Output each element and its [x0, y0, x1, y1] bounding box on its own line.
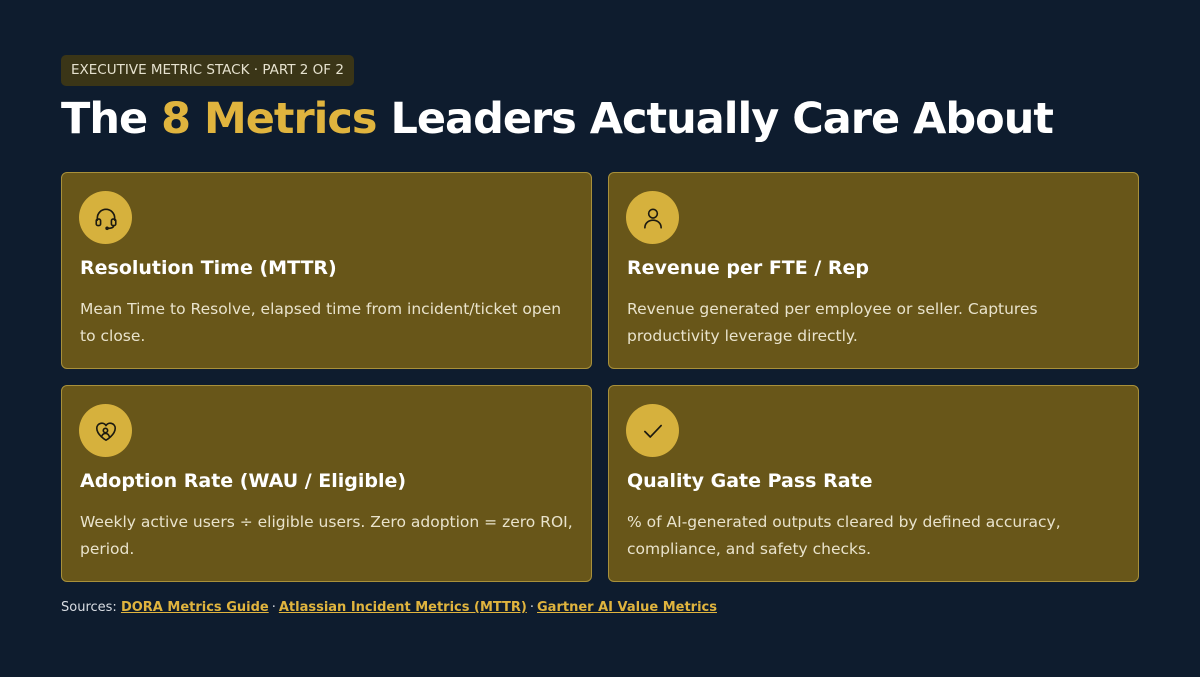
source-separator: ·	[271, 600, 276, 615]
metric-card-resolution-time: Resolution Time (MTTR) Mean Time to Reso…	[61, 172, 592, 369]
user-icon	[626, 191, 679, 244]
card-description: Revenue generated per employee or seller…	[627, 300, 1038, 345]
card-description: Weekly active users ÷ eligible users. Ze…	[80, 513, 573, 558]
metric-card-revenue-per-fte: Revenue per FTE / Rep Revenue generated …	[608, 172, 1139, 369]
metric-card-adoption-rate: Adoption Rate (WAU / Eligible) Weekly ac…	[61, 385, 592, 582]
check-icon	[626, 404, 679, 457]
headset-icon	[79, 191, 132, 244]
card-title: Quality Gate Pass Rate	[627, 470, 873, 492]
card-title: Revenue per FTE / Rep	[627, 257, 870, 279]
heart-handshake-icon	[79, 404, 132, 457]
sources-label: Sources:	[61, 600, 117, 615]
card-title: Adoption Rate (WAU / Eligible)	[80, 470, 407, 492]
metric-card-quality-gate: Quality Gate Pass Rate % of AI-generated…	[608, 385, 1139, 582]
title-suffix: Leaders Actually Care About	[376, 94, 1053, 144]
source-link-dora[interactable]: DORA Metrics Guide	[120, 600, 269, 615]
card-description: % of AI-generated outputs cleared by def…	[627, 513, 1061, 558]
source-separator: ·	[529, 600, 535, 615]
page-title: The 8 Metrics Leaders Actually Care Abou…	[61, 92, 1054, 146]
source-link-atlassian[interactable]: Atlassian Incident Metrics (MTTR)	[278, 600, 527, 615]
title-prefix: The	[61, 94, 162, 144]
card-description: Mean Time to Resolve, elapsed time from …	[80, 300, 562, 345]
source-link-gartner[interactable]: Gartner AI Value Metrics	[537, 600, 717, 615]
card-title: Resolution Time (MTTR)	[80, 257, 337, 279]
header-badge: EXECUTIVE METRIC STACK · PART 2 OF 2	[61, 55, 354, 86]
sources-line: Sources: DORA Metrics Guide · Atlassian In…	[61, 600, 717, 615]
title-accent: 8 Metrics	[161, 94, 377, 144]
